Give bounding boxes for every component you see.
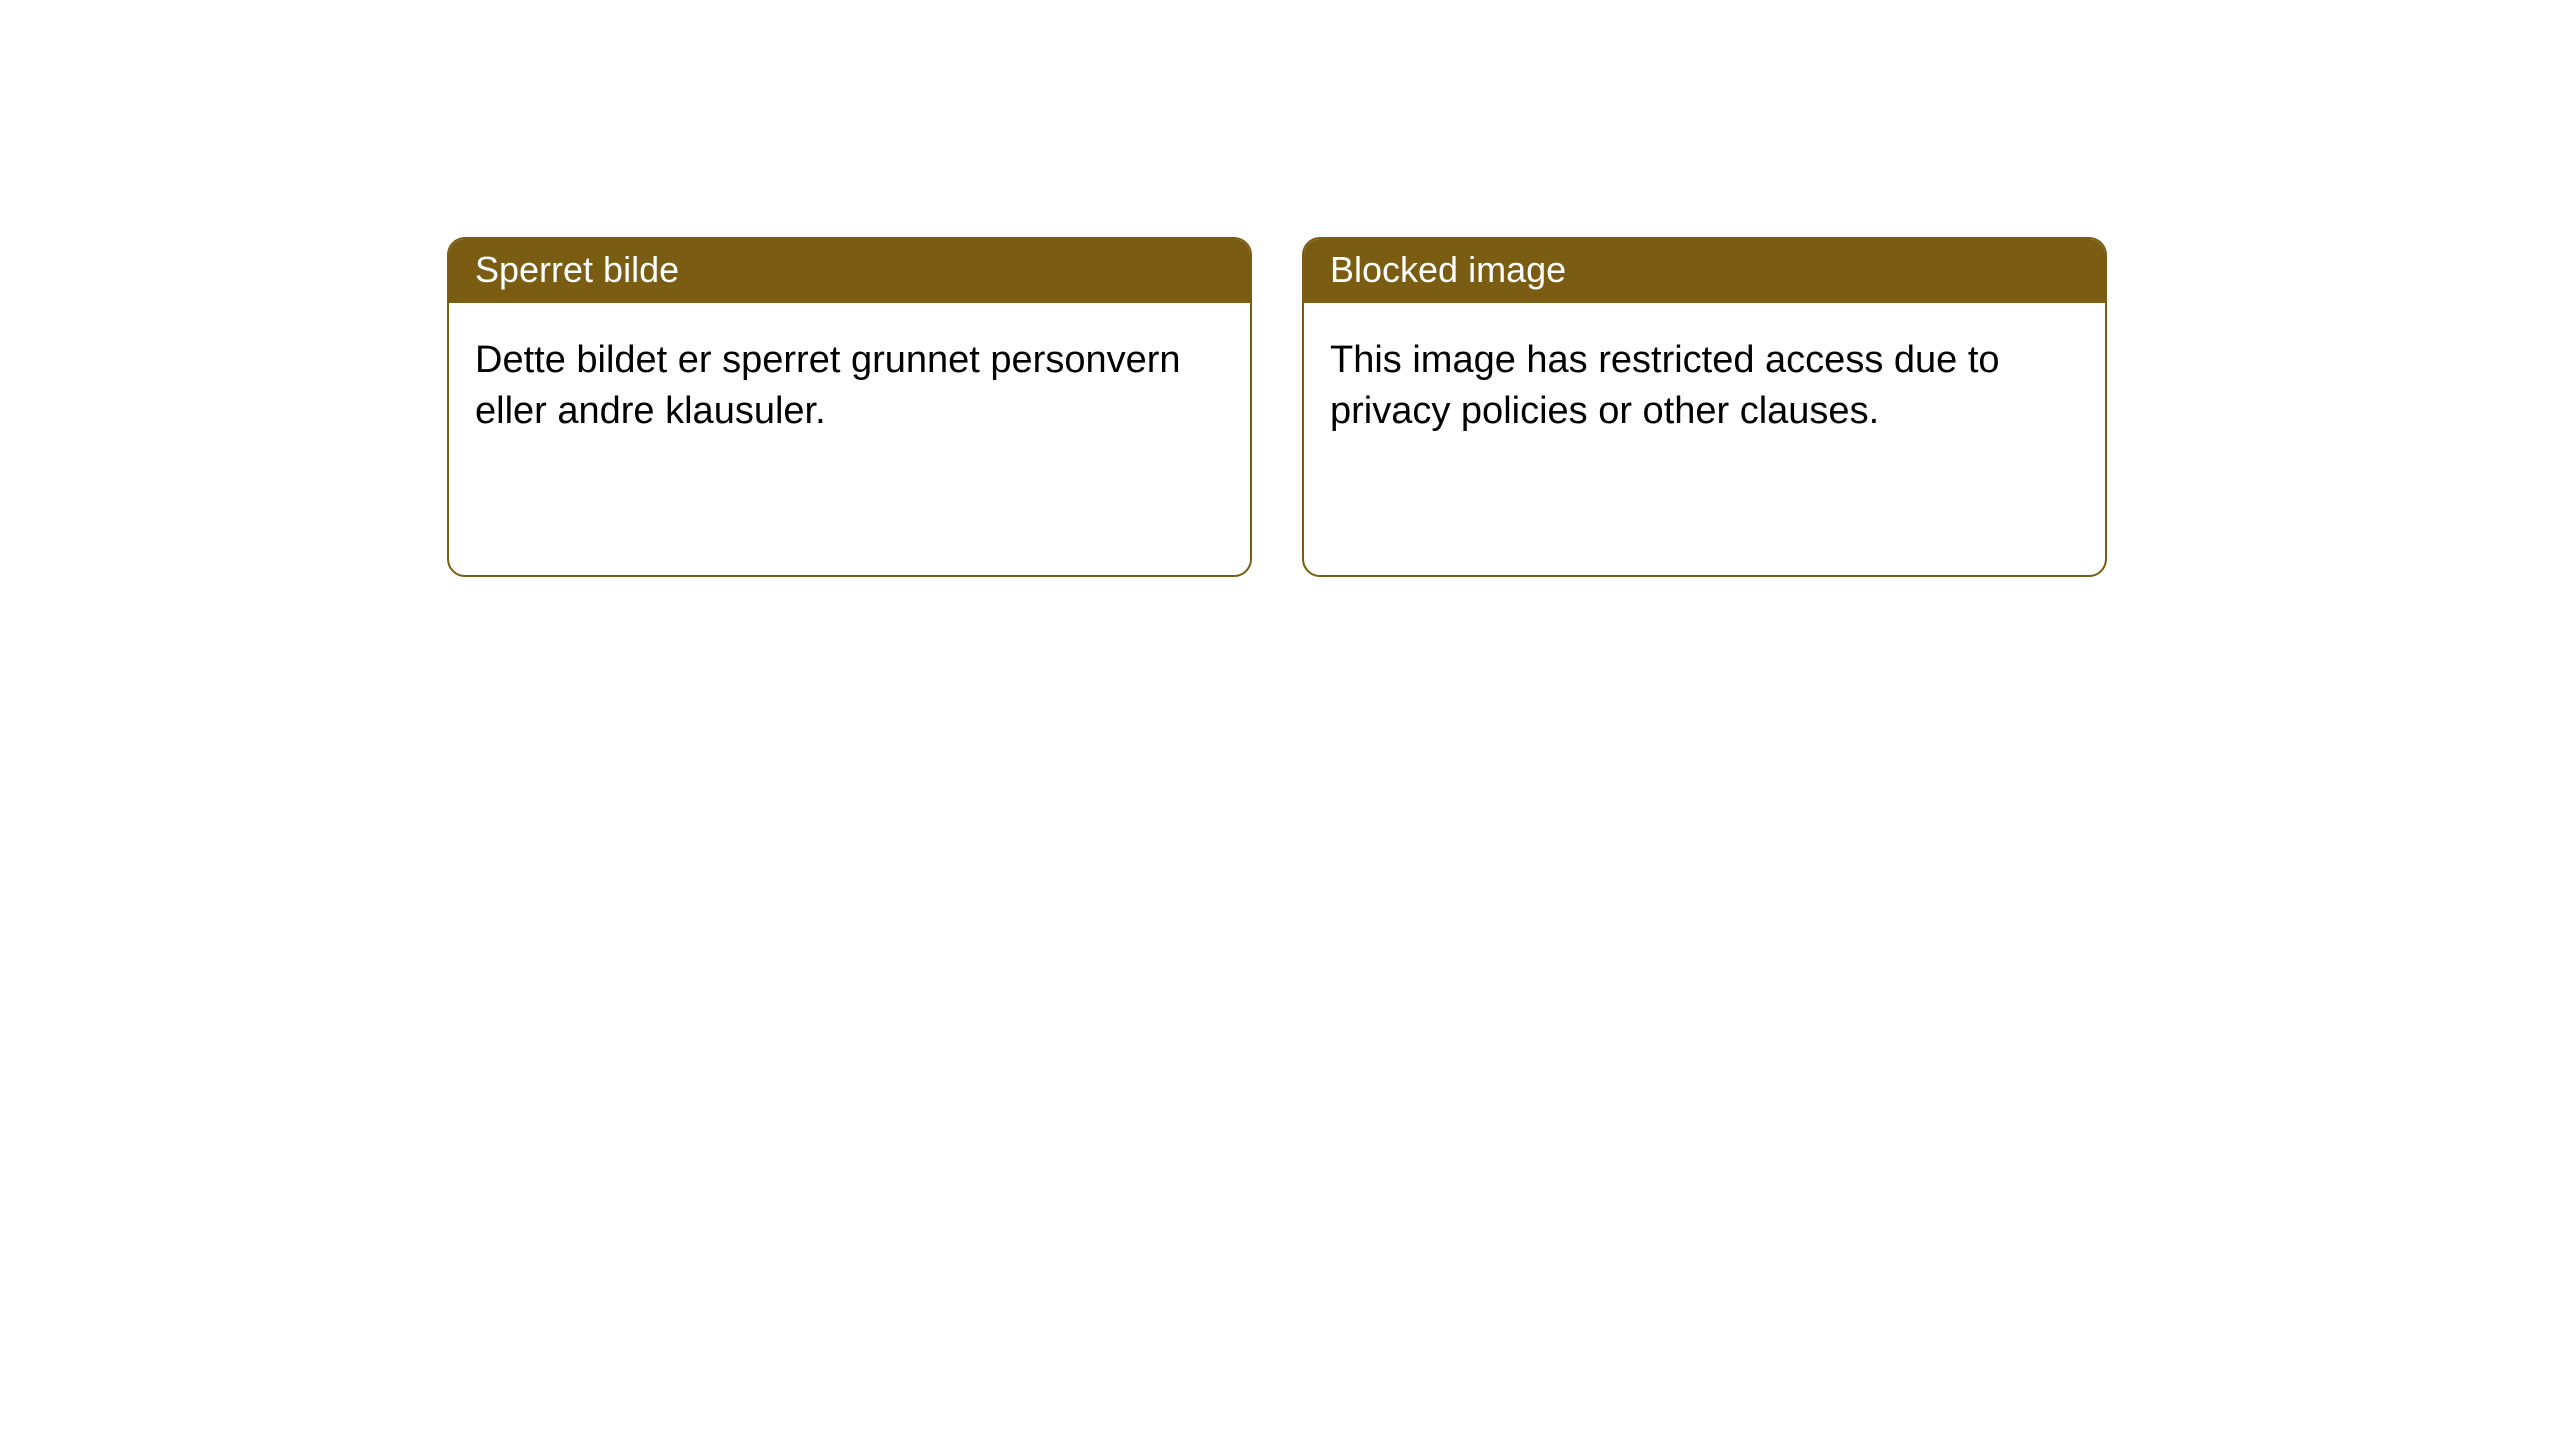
notice-cards-container: Sperret bilde Dette bildet er sperret gr… (0, 0, 2560, 577)
notice-card-norwegian: Sperret bilde Dette bildet er sperret gr… (447, 237, 1252, 577)
notice-card-text: This image has restricted access due to … (1330, 339, 2000, 432)
notice-card-text: Dette bildet er sperret grunnet personve… (475, 339, 1181, 432)
notice-card-header: Sperret bilde (449, 239, 1250, 303)
notice-card-title: Sperret bilde (475, 249, 679, 290)
notice-card-header: Blocked image (1304, 239, 2105, 303)
notice-card-body: This image has restricted access due to … (1304, 303, 2105, 575)
notice-card-body: Dette bildet er sperret grunnet personve… (449, 303, 1250, 575)
notice-card-english: Blocked image This image has restricted … (1302, 237, 2107, 577)
notice-card-title: Blocked image (1330, 249, 1566, 290)
